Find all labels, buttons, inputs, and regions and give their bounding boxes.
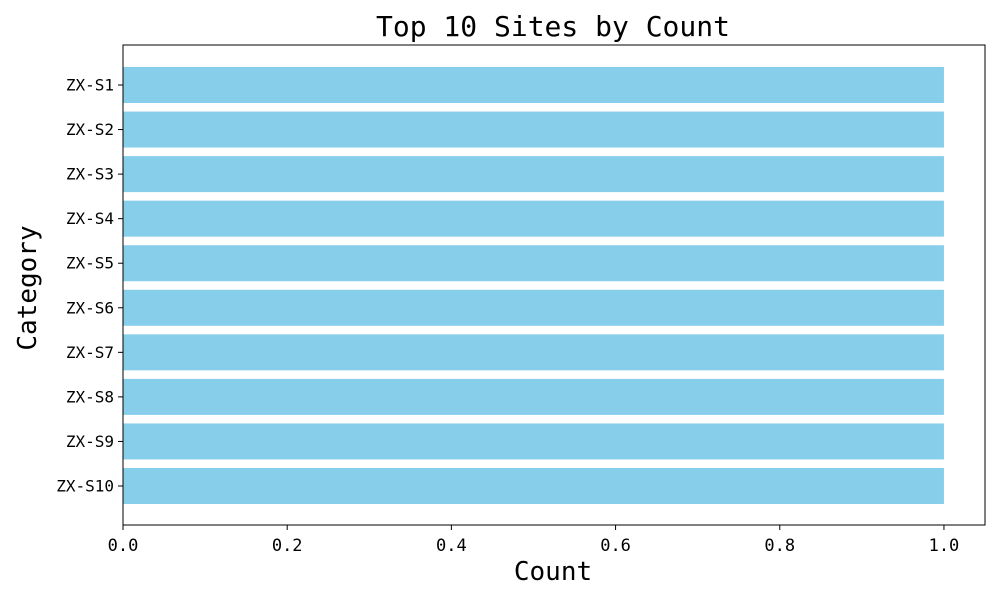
chart-title: Top 10 Sites by Count: [376, 10, 730, 43]
x-tick-label: 0.8: [764, 536, 795, 556]
x-tick-label: 0.6: [600, 536, 631, 556]
bar: [123, 423, 944, 460]
x-tick-label: 1.0: [929, 536, 960, 556]
y-tick-label: ZX-S3: [66, 165, 114, 184]
x-axis-ticks: 0.0 0.2 0.4 0.6 0.8 1.0: [108, 525, 960, 556]
bar: [123, 378, 944, 415]
bar: [123, 245, 944, 282]
x-tick-label: 0.4: [436, 536, 467, 556]
x-tick-label: 0.0: [108, 536, 139, 556]
bar: [123, 156, 944, 193]
bar: [123, 111, 944, 148]
bar: [123, 334, 944, 371]
bar: [123, 468, 944, 504]
x-axis-label: Count: [514, 557, 592, 587]
x-tick-label: 0.2: [272, 536, 303, 556]
y-tick-label: ZX-S2: [66, 120, 114, 139]
y-tick-label: ZX-S1: [66, 76, 114, 95]
y-axis-label: Category: [13, 225, 43, 350]
y-tick-label: ZX-S5: [66, 254, 114, 273]
y-axis-ticks: ZX-S1 ZX-S2 ZX-S3 ZX-S4 ZX-S5 ZX-S6 ZX-S7 ZX-S8…: [56, 76, 123, 496]
y-tick-label: ZX-S10: [56, 477, 114, 496]
bar: [123, 200, 944, 237]
bar: [123, 67, 944, 103]
y-tick-label: ZX-S9: [66, 432, 114, 451]
y-tick-label: ZX-S4: [66, 209, 114, 228]
y-tick-label: ZX-S7: [66, 343, 114, 362]
plot-area-frame: [122, 44, 986, 526]
y-tick-label: ZX-S6: [66, 298, 114, 317]
bars-group: [123, 67, 944, 504]
y-tick-label: ZX-S8: [66, 387, 114, 406]
bar: [123, 289, 944, 326]
